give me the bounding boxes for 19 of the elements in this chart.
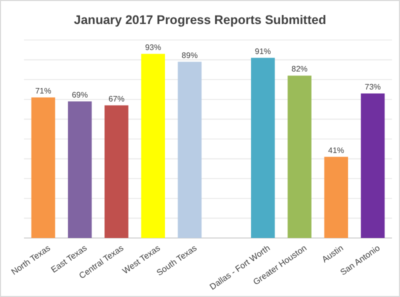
chart-title: January 2017 Progress Reports Submitted	[74, 13, 326, 27]
bar	[360, 93, 385, 238]
data-label: 71%	[35, 86, 52, 96]
data-label: 91%	[254, 46, 271, 56]
bar	[141, 54, 165, 238]
bar	[324, 156, 348, 238]
bar	[178, 62, 202, 238]
bar	[288, 76, 312, 238]
data-label: 89%	[182, 50, 198, 60]
bar	[68, 101, 92, 238]
data-label: 41%	[328, 146, 344, 155]
data-label: 82%	[292, 64, 308, 74]
data-label: 67%	[108, 94, 124, 104]
bar	[251, 58, 275, 238]
data-label: 93%	[145, 42, 162, 52]
bar	[31, 97, 56, 238]
data-label: 69%	[72, 90, 88, 100]
data-label: 73%	[364, 82, 381, 92]
bar	[104, 105, 128, 238]
